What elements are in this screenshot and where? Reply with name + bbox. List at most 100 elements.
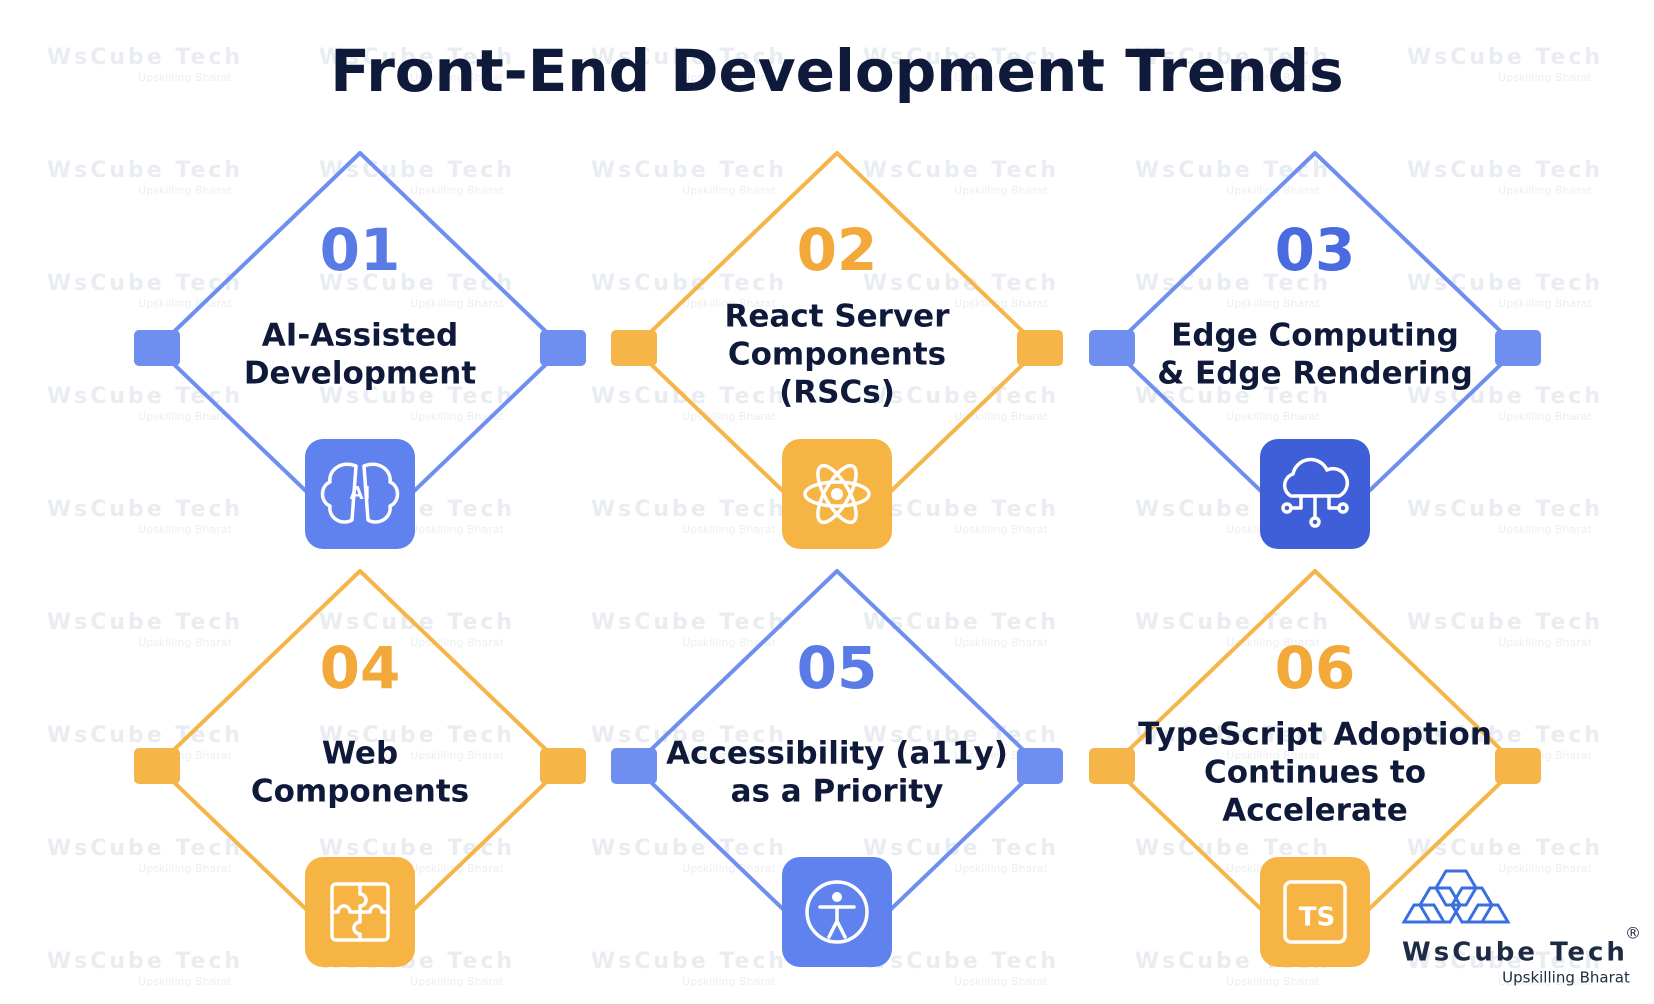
icon-brain <box>320 462 400 524</box>
watermark-tagline: Upskilling Bharat <box>682 749 776 762</box>
icon-ts-box <box>1283 880 1347 944</box>
trend-label: React Server <box>725 299 951 335</box>
watermark-tagline: Upskilling Bharat <box>410 636 504 649</box>
icon-tile <box>305 439 415 549</box>
trend-label: Web <box>322 736 398 772</box>
watermark-brand: WsCube Tech <box>591 610 787 635</box>
trend-card: 05 Accessibility (a11y)as a Priority <box>611 569 1063 967</box>
watermark-brand: WsCube Tech <box>1135 723 1331 748</box>
watermark-brand: WsCube Tech <box>1407 158 1603 183</box>
trend-label: Accessibility (a11y) <box>666 736 1008 772</box>
side-connector <box>1495 330 1541 366</box>
watermark-tagline: Upskilling Bharat <box>682 297 776 310</box>
icon-atom-orbit <box>803 480 871 508</box>
watermark-brand: WsCube Tech <box>1407 271 1603 296</box>
trend-number: 06 <box>1275 634 1356 702</box>
trend-label: Components <box>251 774 469 810</box>
watermark-brand: WsCube Tech <box>1135 158 1331 183</box>
logo-mark: ® <box>1625 924 1641 943</box>
watermark-brand: WsCube Tech <box>1407 836 1603 861</box>
watermark-brand: WsCube Tech <box>863 723 1059 748</box>
watermark-brand: WsCube Tech <box>1135 384 1331 409</box>
watermark-tagline: Upskilling Bharat <box>1498 297 1592 310</box>
side-connector <box>1017 330 1063 366</box>
trend-number: 01 <box>320 216 401 284</box>
trend-label: AI-Assisted <box>262 318 458 354</box>
watermark-tagline: Upskilling Bharat <box>410 975 504 988</box>
watermark-tagline: Upskilling Bharat <box>1226 975 1320 988</box>
title: Front-End Development Trends <box>330 37 1343 105</box>
watermark-tagline: Upskilling Bharat <box>954 297 1048 310</box>
watermark-tagline: Upskilling Bharat <box>1498 184 1592 197</box>
trend-label: as a Priority <box>731 774 944 810</box>
watermark-tagline: Upskilling Bharat <box>138 975 232 988</box>
watermark-tagline: Upskilling Bharat <box>138 862 232 875</box>
watermark-brand: WsCube Tech <box>863 836 1059 861</box>
watermark-tagline: Upskilling Bharat <box>1498 975 1592 988</box>
watermark-brand: WsCube Tech <box>47 271 243 296</box>
watermark-brand: WsCube Tech <box>1407 384 1603 409</box>
watermark-brand: WsCube Tech <box>47 949 243 974</box>
watermark-brand: WsCube Tech <box>47 497 243 522</box>
trend-label: TypeScript Adoption <box>1138 717 1492 753</box>
side-connector <box>611 330 657 366</box>
watermark-tagline: Upskilling Bharat <box>410 749 504 762</box>
watermark-brand: WsCube Tech <box>863 949 1059 974</box>
watermark-tagline: Upskilling Bharat <box>138 636 232 649</box>
watermark-tagline: Upskilling Bharat <box>1498 410 1592 423</box>
watermark-tagline: Upskilling Bharat <box>682 523 776 536</box>
watermark-tagline: Upskilling Bharat <box>1498 71 1592 84</box>
watermark-brand: WsCube Tech <box>319 45 515 70</box>
trend-label: Components <box>728 337 946 373</box>
watermark-tagline: Upskilling Bharat <box>138 297 232 310</box>
watermark-brand: WsCube Tech <box>591 158 787 183</box>
side-connector <box>1089 330 1135 366</box>
watermark-brand: WsCube Tech <box>591 271 787 296</box>
trend-label: Continues to <box>1204 755 1426 791</box>
watermark-tagline: Upskilling Bharat <box>410 184 504 197</box>
watermark-brand: WsCube Tech <box>863 45 1059 70</box>
watermark-brand: WsCube Tech <box>1407 497 1603 522</box>
watermark-tagline: Upskilling Bharat <box>682 862 776 875</box>
watermark-brand: WsCube Tech <box>1135 45 1331 70</box>
watermark-brand: WsCube Tech <box>591 723 787 748</box>
watermark-brand: WsCube Tech <box>1135 271 1331 296</box>
watermark-brand: WsCube Tech <box>863 271 1059 296</box>
icon-atom-orbit <box>816 463 858 525</box>
trend-label: (RSCs) <box>779 375 895 411</box>
watermark-brand: WsCube Tech <box>47 610 243 635</box>
trend-number: 03 <box>1275 216 1356 284</box>
trend-label: Accelerate <box>1222 793 1407 829</box>
watermark-brand: WsCube Tech <box>1135 836 1331 861</box>
icon-network <box>1289 494 1341 520</box>
watermark-tagline: Upskilling Bharat <box>410 523 504 536</box>
watermark-tagline: Upskilling Bharat <box>954 71 1048 84</box>
watermark-brand: WsCube Tech <box>1407 723 1603 748</box>
watermark-tagline: Upskilling Bharat <box>682 975 776 988</box>
icon-node <box>1309 516 1321 528</box>
icon-node <box>1281 502 1293 514</box>
watermark-brand: WsCube Tech <box>1407 949 1603 974</box>
watermark-brand: WsCube Tech <box>591 836 787 861</box>
logo-tagline: Upskilling Bharat <box>1502 969 1630 987</box>
icon-a11y-head <box>832 892 842 902</box>
icon-cloud <box>1282 457 1350 498</box>
side-connector <box>611 748 657 784</box>
icon-tile <box>1260 439 1370 549</box>
watermark-brand: WsCube Tech <box>591 384 787 409</box>
trend-card: 03 Edge Computing& Edge Rendering <box>1089 151 1541 549</box>
watermark-tagline: Upskilling Bharat <box>682 71 776 84</box>
icon-atom-core <box>831 488 843 500</box>
watermark-tagline: Upskilling Bharat <box>1226 636 1320 649</box>
watermark-tagline: Upskilling Bharat <box>138 71 232 84</box>
watermark-tagline: Upskilling Bharat <box>1226 71 1320 84</box>
watermark-brand: WsCube Tech <box>319 610 515 635</box>
trend-label: & Edge Rendering <box>1157 356 1473 392</box>
icon-a11y-ring <box>805 880 869 944</box>
icon-text: TS <box>1299 903 1335 933</box>
trend-number: 05 <box>797 634 878 702</box>
